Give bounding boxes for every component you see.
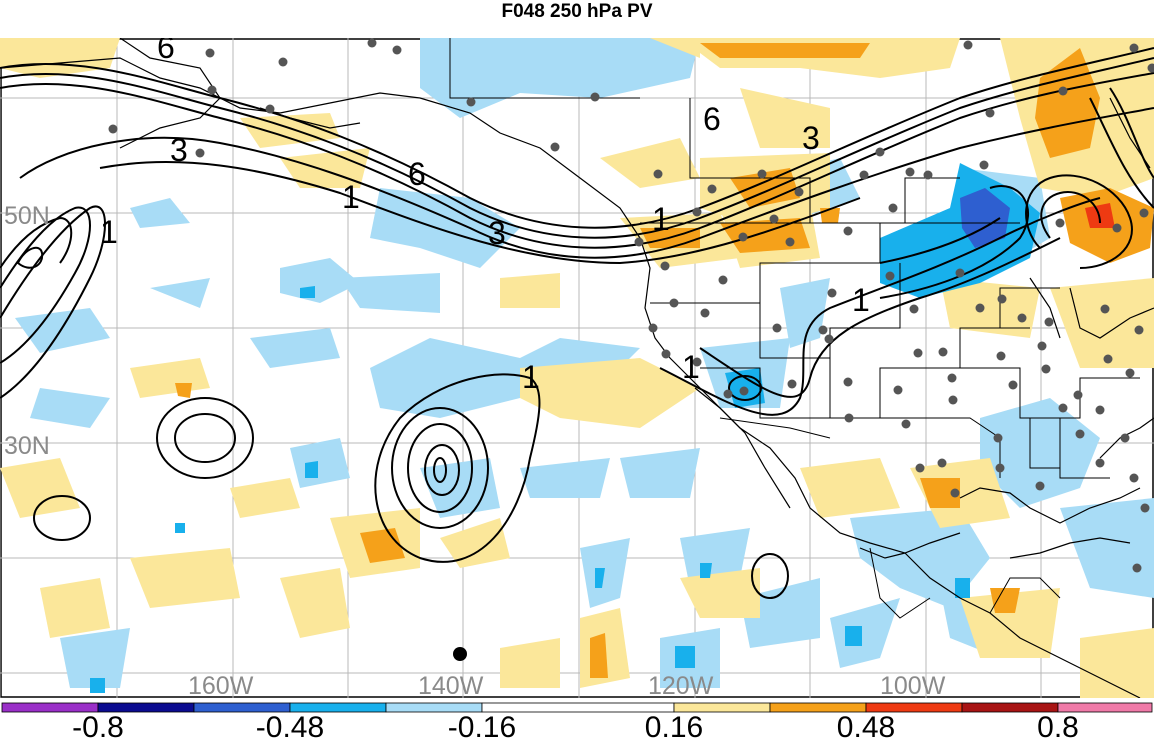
map-title: F048 250 hPa PV	[501, 1, 653, 22]
contour-labels: 6 3 6 1 3 1 6 3 1 1 1 1	[100, 38, 870, 395]
contour-label: 3	[488, 215, 506, 251]
lon-label: 140W	[418, 672, 484, 698]
contour-label: 1	[652, 201, 670, 237]
lon-label: 100W	[880, 672, 946, 698]
contour-label: 1	[522, 359, 540, 395]
colorbar-ticks: -0.8 -0.48 -0.16 0.16 0.48 0.8	[72, 711, 1079, 739]
colorbar-tick-label: -0.8	[72, 711, 124, 739]
contour-label: 1	[100, 214, 118, 250]
contour-label: 6	[703, 101, 721, 137]
colorbar-swatches	[1, 702, 1153, 713]
lon-label: 160W	[188, 672, 254, 698]
colorbar: -0.8 -0.48 -0.16 0.16 0.48 0.8	[1, 702, 1153, 739]
lat-labels: 50N 30N	[4, 202, 50, 460]
station-dots	[108, 38, 1154, 573]
contour-label: 1	[852, 282, 870, 318]
contour-label: 1	[342, 179, 360, 215]
colorbar-swatch	[1057, 702, 1153, 713]
lat-label: 30N	[4, 432, 50, 460]
colorbar-tick-label: -0.16	[448, 711, 516, 739]
negative-anomaly-medium	[90, 163, 1040, 693]
contour-label: 3	[802, 120, 820, 156]
lon-labels: 160W 140W 120W 100W	[188, 672, 946, 698]
colorbar-tick-label: 0.48	[837, 711, 895, 739]
lon-label: 120W	[648, 672, 714, 698]
colorbar-tick-label: -0.48	[256, 711, 324, 739]
pv-map: 50N 30N 160W 140W 120W 100W 6 3 6 1 3 1 …	[0, 38, 1154, 698]
marker-dot	[453, 647, 467, 661]
contour-label: 1	[682, 349, 700, 385]
colorbar-tick-label: 0.8	[1037, 711, 1079, 739]
lat-label: 50N	[4, 202, 50, 230]
colorbar-tick-label: 0.16	[645, 711, 703, 739]
contour-label: 3	[170, 132, 188, 168]
contour-label: 6	[408, 156, 426, 192]
political-borders	[449, 38, 1140, 619]
pv-contours	[0, 47, 1154, 599]
contour-label: 6	[157, 38, 175, 65]
